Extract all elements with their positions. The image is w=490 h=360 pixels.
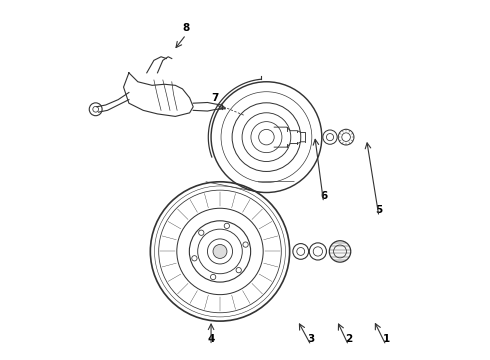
- Text: 4: 4: [207, 334, 215, 344]
- Circle shape: [243, 242, 248, 247]
- Text: 3: 3: [307, 334, 315, 344]
- Text: 2: 2: [345, 334, 352, 344]
- Text: 7: 7: [211, 93, 219, 103]
- Circle shape: [198, 230, 204, 235]
- Circle shape: [224, 223, 229, 229]
- Circle shape: [329, 241, 351, 262]
- Text: 8: 8: [182, 23, 190, 33]
- Circle shape: [236, 267, 242, 273]
- Text: 5: 5: [375, 205, 383, 215]
- Text: 1: 1: [383, 334, 390, 344]
- Circle shape: [192, 256, 197, 261]
- Text: 6: 6: [320, 191, 327, 201]
- Circle shape: [211, 274, 216, 280]
- Circle shape: [213, 244, 227, 258]
